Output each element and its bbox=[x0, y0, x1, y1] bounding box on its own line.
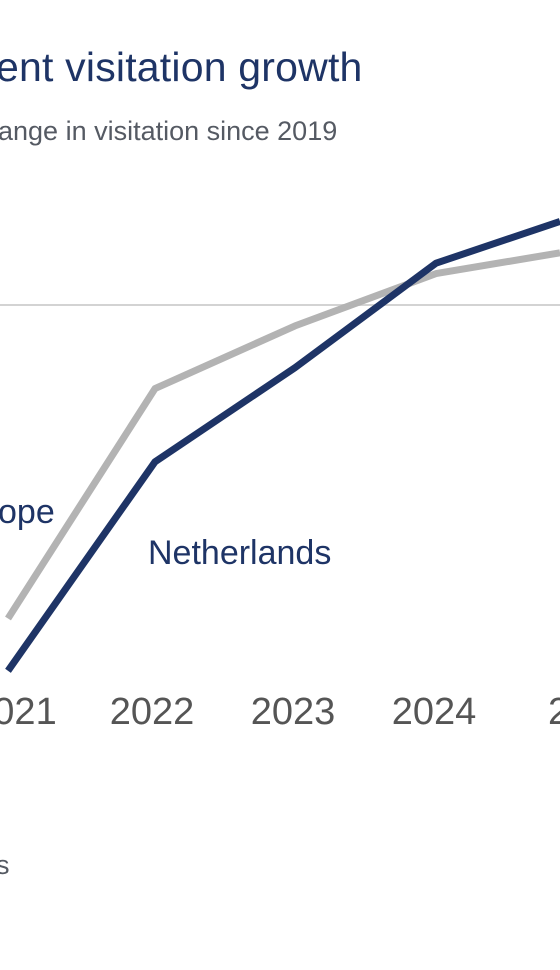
x-tick-label: 021 bbox=[0, 691, 57, 733]
x-tick-label: 2022 bbox=[110, 691, 195, 733]
series-labels: Netherlands ope bbox=[0, 493, 331, 572]
x-tick-label: 2023 bbox=[251, 691, 336, 733]
footnote: s bbox=[0, 850, 10, 880]
chart-subtitle: ange in visitation since 2019 bbox=[0, 116, 338, 146]
x-tick-label: 20 bbox=[548, 691, 560, 733]
series-label-europe: ope bbox=[0, 493, 55, 531]
chart-title: ent visitation growth bbox=[0, 44, 363, 90]
x-axis-ticks: 021 2022 2023 2024 20 bbox=[0, 691, 560, 733]
series-line-netherlands bbox=[5, 218, 560, 673]
x-tick-label: 2024 bbox=[392, 691, 477, 733]
series-line-europe bbox=[5, 249, 560, 621]
series-label-netherlands: Netherlands bbox=[148, 534, 331, 572]
series-layer bbox=[5, 218, 560, 673]
